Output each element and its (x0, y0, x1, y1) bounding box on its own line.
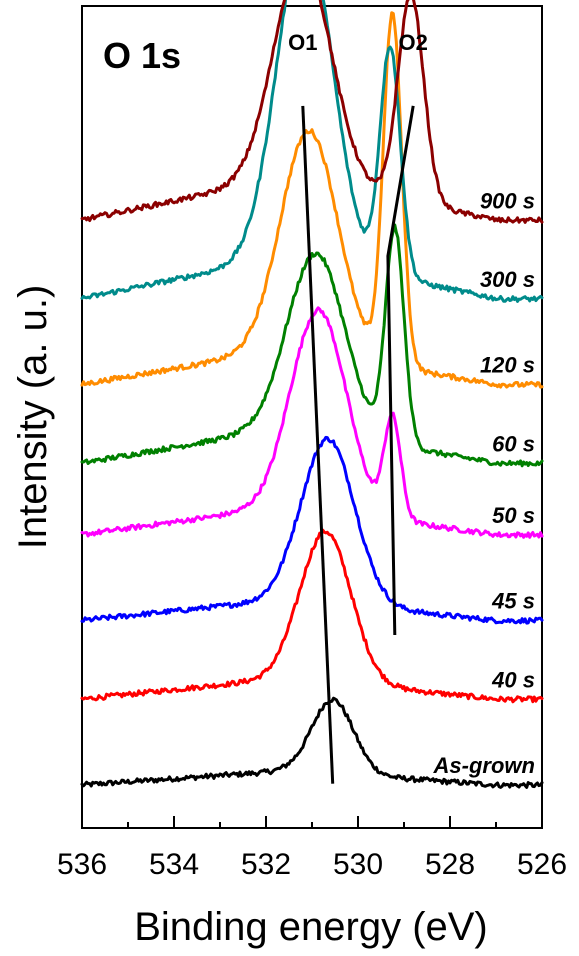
x-tick-label: 526 (517, 848, 567, 881)
series-label: 60 s (492, 431, 535, 456)
x-axis-title: Binding energy (eV) (134, 905, 488, 949)
series-label: As-grown (433, 753, 535, 778)
x-tick-label: 536 (57, 848, 107, 881)
peak-label-o2: O2 (399, 30, 428, 55)
series-line-45-s (80, 435, 544, 625)
series-label-group: As-grown 40 s 45 s 50 s 60 s 120 s 300 s 900 s (433, 188, 535, 778)
series-line-900-s (80, 0, 544, 224)
x-tick-group: 536 534 532 530 528 526 (57, 816, 567, 881)
peak-guide-line-o2 (386, 105, 415, 636)
x-tick-label: 530 (333, 848, 383, 881)
x-tick-label: 532 (241, 848, 291, 881)
series-line-120-s (80, 11, 544, 389)
series-line-300-s (80, 0, 544, 303)
x-tick-label: 528 (425, 848, 475, 881)
series-line-40-s (80, 528, 544, 704)
series-line-as-grown (80, 696, 544, 789)
series-line-60-s (80, 223, 544, 468)
series-label: 120 s (480, 353, 535, 378)
x-tick-label: 534 (149, 848, 199, 881)
peak-label-o1: O1 (288, 30, 317, 55)
series-label: 900 s (480, 188, 535, 213)
series-label: 50 s (492, 503, 535, 528)
series-group (80, 0, 544, 789)
y-axis-title: Intensity (a. u.) (11, 285, 55, 550)
series-label: 300 s (480, 267, 535, 292)
peak-guide-group (301, 105, 415, 784)
series-label: 40 s (491, 667, 535, 692)
series-label: 45 s (491, 589, 535, 614)
panel-title: O 1s (103, 35, 181, 76)
peak-guide-line-o1 (301, 105, 335, 784)
